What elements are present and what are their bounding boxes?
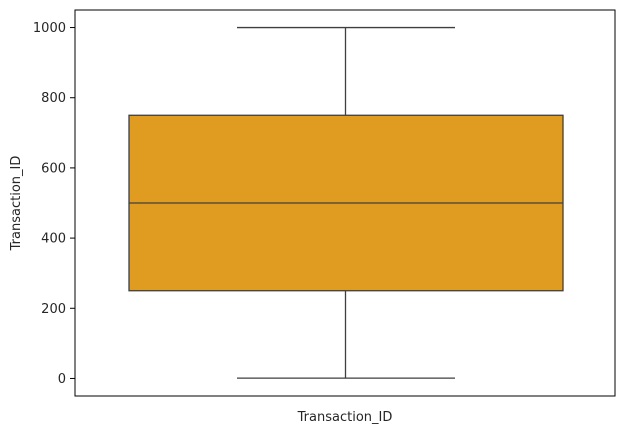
y-tick-label: 0 bbox=[58, 372, 66, 387]
y-axis: 0 200 400 600 800 1000 bbox=[33, 21, 75, 387]
y-tick-label: 400 bbox=[41, 232, 66, 247]
y-tick-label: 800 bbox=[41, 91, 66, 106]
y-tick-label: 200 bbox=[41, 302, 66, 317]
x-axis-label: Transaction_ID bbox=[297, 410, 393, 425]
box-group bbox=[128, 26, 564, 379]
plot-frame bbox=[74, 9, 616, 397]
y-tick-label: 1000 bbox=[33, 21, 66, 36]
y-axis-label: Transaction_ID bbox=[9, 156, 24, 252]
y-tick-label: 600 bbox=[41, 161, 66, 176]
